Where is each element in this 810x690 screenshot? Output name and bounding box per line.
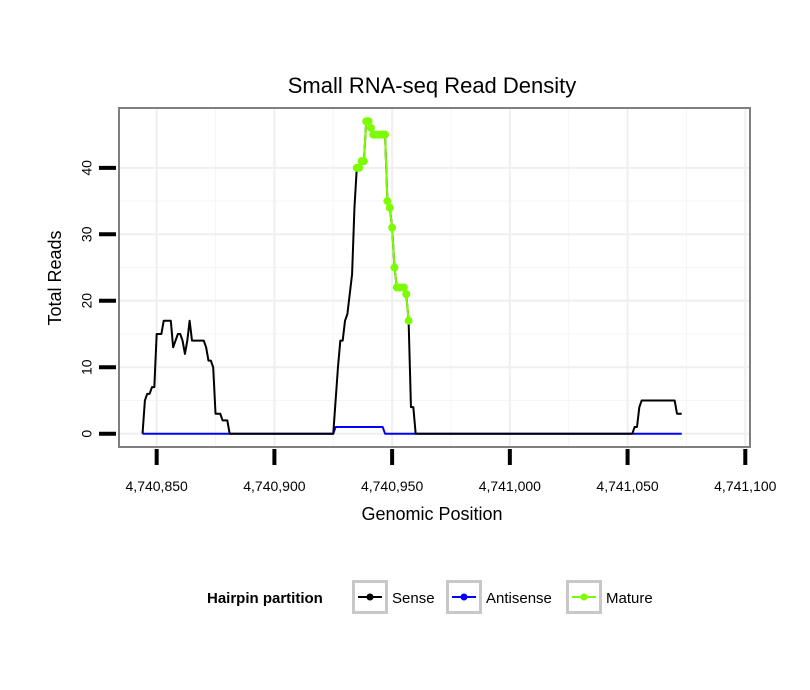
- y-axis-title: Total Reads: [45, 230, 65, 325]
- mature-point: [366, 123, 375, 132]
- mature-point: [364, 117, 373, 126]
- legend: Hairpin partition Sense Antisense Mature: [207, 580, 653, 614]
- y-tick-label: 10: [79, 359, 95, 375]
- legend-item-mature: Mature: [566, 580, 653, 614]
- x-tick-label: 4,741,100: [714, 478, 776, 494]
- plot-border: [118, 107, 751, 448]
- mature-point: [388, 223, 397, 232]
- mature-point: [383, 197, 392, 206]
- legend-label: Antisense: [486, 590, 552, 607]
- legend-title: Hairpin partition: [207, 590, 323, 607]
- mature-point: [359, 157, 368, 166]
- y-axis: 0 10 20 30 40: [79, 160, 116, 438]
- legend-key-point: [460, 593, 468, 601]
- grid: [119, 108, 750, 447]
- mature-point: [385, 203, 394, 212]
- y-tick-label: 30: [79, 226, 95, 242]
- series-line-sense: [141, 120, 682, 435]
- mature-point: [404, 316, 413, 325]
- y-tick-label: 40: [79, 160, 95, 176]
- x-axis: 4,740,850 4,740,900 4,740,950 4,741,000 4,74…: [126, 449, 777, 494]
- mature-point: [381, 130, 390, 139]
- y-tick-label: 20: [79, 293, 95, 309]
- y-tick-label: 0: [79, 430, 95, 438]
- mature-point: [355, 163, 364, 172]
- legend-item-antisense: Antisense: [446, 580, 552, 614]
- x-tick-label: 4,741,000: [479, 478, 541, 494]
- legend-item-sense: Sense: [352, 580, 435, 614]
- x-axis-title: Genomic Position: [361, 504, 502, 524]
- mature-point: [390, 263, 399, 272]
- plot-background: [119, 108, 750, 447]
- x-tick-label: 4,740,900: [243, 478, 305, 494]
- legend-entries: Sense Antisense Mature: [352, 580, 653, 614]
- mature-point: [402, 290, 411, 299]
- series-layer: [141, 117, 682, 435]
- x-tick-label: 4,740,950: [361, 478, 423, 494]
- legend-label: Sense: [392, 590, 435, 607]
- x-tick-label: 4,741,050: [596, 478, 658, 494]
- mature-point: [399, 283, 408, 292]
- legend-key-point: [580, 593, 588, 601]
- series-mature: [352, 117, 413, 325]
- plot-panel: [118, 107, 751, 448]
- legend-key-point: [366, 593, 374, 601]
- chart-title: Small RNA-seq Read Density: [288, 73, 577, 98]
- series-sense: [141, 120, 682, 435]
- x-tick-label: 4,740,850: [126, 478, 188, 494]
- legend-label: Mature: [606, 590, 653, 607]
